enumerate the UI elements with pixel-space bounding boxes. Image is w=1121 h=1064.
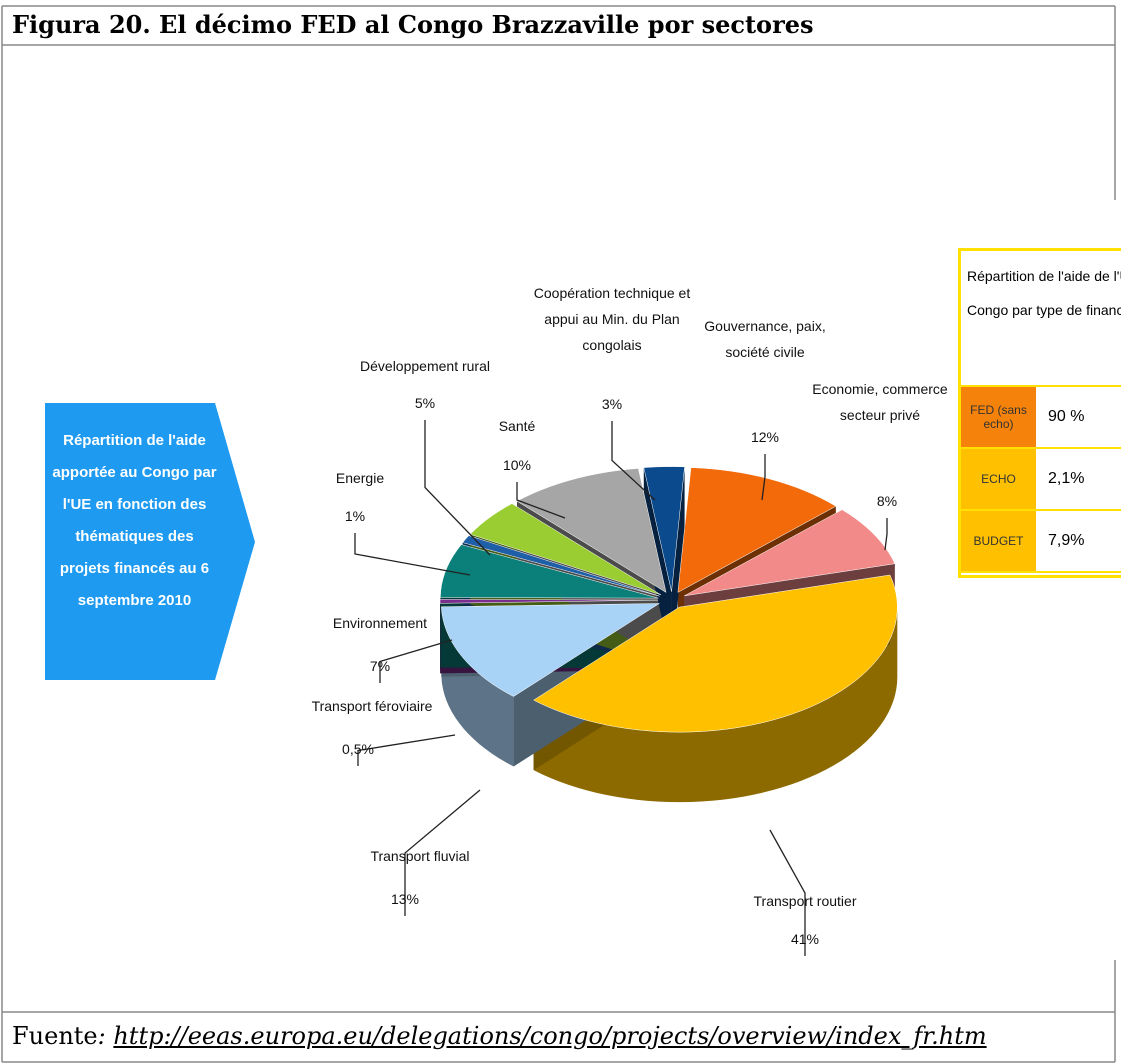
leader-line xyxy=(357,734,456,766)
financing-share: 7,9% xyxy=(1048,532,1085,549)
source-sep: : xyxy=(97,1022,114,1050)
slice-label: Santé xyxy=(498,418,536,434)
financing-share: 2,1% xyxy=(1048,470,1085,487)
slice-label: Gouvernance, paix, société civile xyxy=(704,318,826,360)
leader-line xyxy=(769,829,806,956)
slice-label: Développement rural xyxy=(360,358,490,374)
slice-label: Economie, commerce secteur privé xyxy=(812,381,948,423)
value-label: 0,5% xyxy=(342,741,374,757)
slice xyxy=(439,599,659,604)
leader-line xyxy=(761,454,766,501)
borders xyxy=(1,5,1116,1063)
arrow-box xyxy=(45,403,255,680)
slice xyxy=(684,509,896,597)
leader-line xyxy=(404,789,481,916)
financing-row: BUDGET 7,9% xyxy=(961,511,1121,573)
value-label: 7% xyxy=(369,658,391,674)
financing-row: ECHO 2,1% xyxy=(961,449,1121,511)
slice xyxy=(677,467,837,593)
slice-label: Transport féroviaire xyxy=(311,698,433,714)
financing-row: FED (sans echo) 90 % xyxy=(961,387,1121,449)
slice-label: Energie xyxy=(335,470,385,486)
slice-side xyxy=(441,606,514,767)
slice-label: Transport fluvial xyxy=(370,848,470,864)
source: Fuente: http://eeas.europa.eu/delegation… xyxy=(12,1022,987,1050)
slice xyxy=(462,535,660,597)
caption: Figura 20. El décimo FED al Congo Brazza… xyxy=(12,10,814,39)
side-note: Répartition de l'aide apportée au Congo … xyxy=(52,432,217,609)
value-label: 8% xyxy=(876,493,898,509)
value-label: 13% xyxy=(390,891,420,907)
slice xyxy=(643,466,685,592)
financing-type: FED (sans echo) xyxy=(961,387,1036,447)
financing-type: ECHO xyxy=(961,449,1036,509)
slice xyxy=(441,603,661,697)
leader-line xyxy=(611,421,656,501)
financing-title: Répartition de l'aide de l'UE au Congo p… xyxy=(961,251,1121,387)
slice-side xyxy=(533,607,898,803)
slice-label: Coopération technique et appui au Min. d… xyxy=(533,285,691,353)
leader-line xyxy=(516,482,566,519)
value-label: 12% xyxy=(750,429,780,445)
source-label: Fuente xyxy=(12,1022,98,1050)
value-label: 41% xyxy=(790,931,820,947)
financing-table: Répartition de l'aide de l'UE au Congo p… xyxy=(958,248,1121,578)
slice-label: Environnement xyxy=(332,615,428,631)
leader-line xyxy=(884,518,888,551)
value-label: 3% xyxy=(601,396,623,412)
leader-line xyxy=(424,420,491,556)
slice xyxy=(469,503,662,596)
value-label: 1% xyxy=(344,508,366,524)
slice-label: Transport routier xyxy=(753,893,857,909)
value-label: 5% xyxy=(414,395,436,411)
financing-share: 90 % xyxy=(1048,408,1085,425)
leader-line xyxy=(379,639,453,683)
value-label: 10% xyxy=(502,457,532,473)
financing-type: BUDGET xyxy=(961,511,1036,571)
pie xyxy=(439,466,898,803)
source-url: http://eeas.europa.eu/delegations/congo/… xyxy=(113,1022,987,1050)
leader-line xyxy=(354,533,471,576)
slice xyxy=(533,574,898,733)
